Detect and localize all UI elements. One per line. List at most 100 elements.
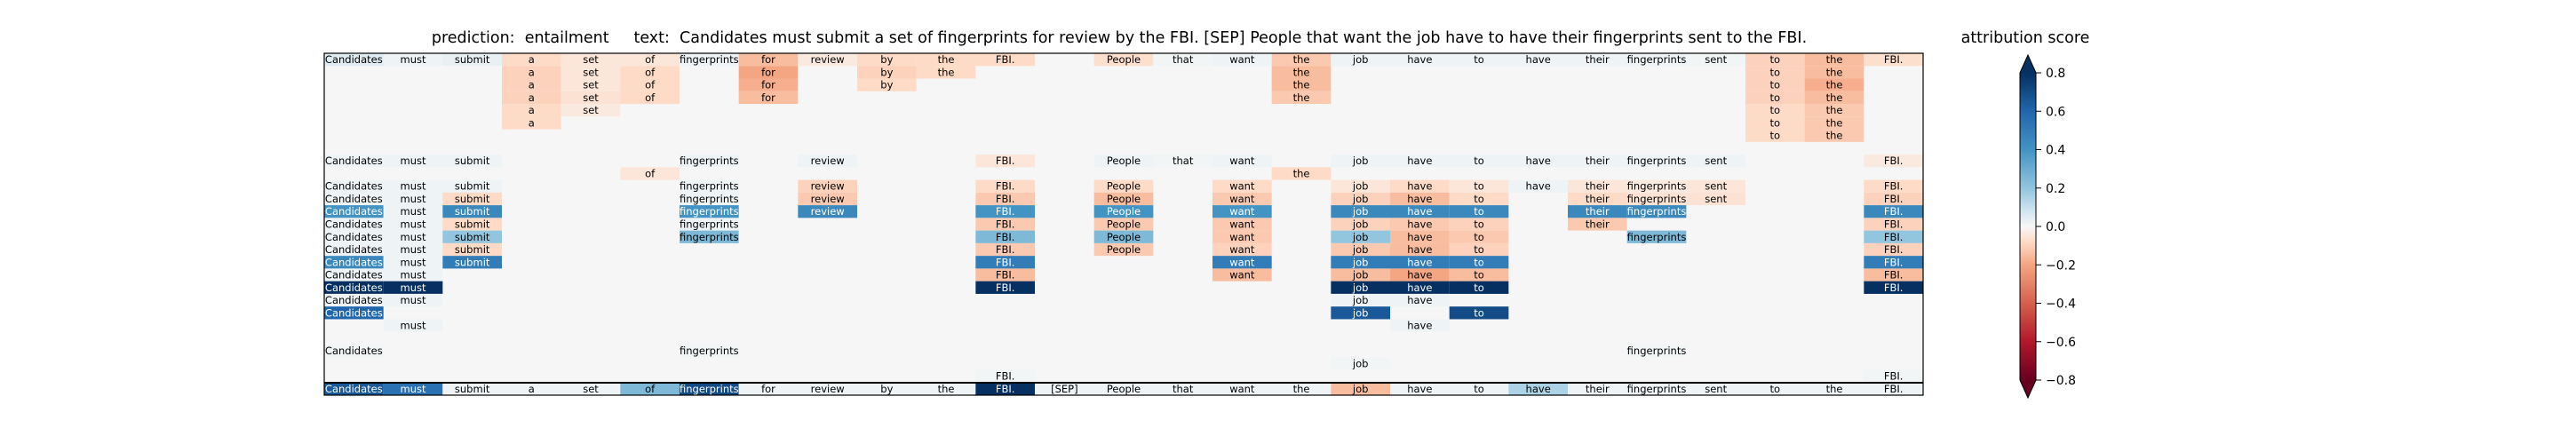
token-label: their bbox=[1586, 193, 1610, 205]
heatmap-cell bbox=[620, 66, 680, 79]
heatmap-cell bbox=[620, 53, 680, 67]
heatmap-cell bbox=[1212, 230, 1272, 243]
token-label: by bbox=[880, 53, 893, 66]
heatmap-cell bbox=[1864, 155, 1923, 168]
heatmap-cell bbox=[324, 192, 384, 206]
heatmap-cell bbox=[1804, 78, 1864, 91]
token-label: submit bbox=[455, 205, 490, 218]
token-label: the bbox=[1826, 91, 1843, 104]
token-label: FBI. bbox=[1884, 180, 1904, 193]
token-label: fingerprints bbox=[680, 218, 739, 231]
heatmap-cell bbox=[1093, 155, 1154, 168]
heatmap-cell bbox=[738, 53, 799, 67]
heatmap-cell bbox=[798, 382, 857, 395]
heatmap-cell bbox=[1331, 192, 1390, 206]
token-label: must bbox=[401, 205, 426, 218]
token-label: fingerprints bbox=[1627, 231, 1687, 243]
heatmap-cell bbox=[324, 230, 384, 243]
heatmap-cell bbox=[1626, 155, 1687, 168]
heatmap-cell bbox=[1568, 218, 1627, 231]
heatmap-cell bbox=[1864, 256, 1923, 269]
token-label: sent bbox=[1705, 155, 1727, 167]
heatmap-cell bbox=[916, 66, 976, 79]
heatmap-cell bbox=[1153, 155, 1212, 168]
heatmap-cell bbox=[1864, 205, 1923, 218]
heatmap-cell bbox=[1271, 53, 1332, 67]
token-label: FBI. bbox=[996, 383, 1015, 395]
token-label: to bbox=[1474, 193, 1484, 205]
heatmap-cell bbox=[975, 218, 1035, 231]
token-label: to bbox=[1474, 231, 1484, 243]
token-label: a bbox=[529, 383, 535, 395]
heatmap-cell bbox=[680, 382, 739, 395]
colorbar-ticks: 0.8 0.6 0.4 0.2 0.0 −0.2 −0.4 −0.6 −0.8 bbox=[2036, 67, 2076, 388]
colorbar: 0.8 0.6 0.4 0.2 0.0 −0.2 −0.4 −0.6 −0.8 bbox=[2019, 53, 2076, 400]
token-label: sent bbox=[1705, 53, 1727, 66]
token-label: to bbox=[1770, 66, 1781, 78]
heatmap-cell bbox=[1212, 268, 1272, 281]
token-label: want bbox=[1229, 256, 1255, 268]
token-label: FBI. bbox=[1884, 281, 1904, 294]
heatmap-cell bbox=[1390, 281, 1450, 294]
token-label: Candidates bbox=[325, 193, 383, 205]
token-label: to bbox=[1770, 79, 1781, 91]
heatmap-cell bbox=[1390, 205, 1450, 218]
token-label: their bbox=[1586, 180, 1610, 193]
heatmap-cell bbox=[1745, 116, 1805, 130]
colorbar-top-extension bbox=[2020, 55, 2036, 73]
token-label: the bbox=[938, 383, 955, 395]
heatmap-cell bbox=[502, 116, 561, 130]
heatmap-cell bbox=[1212, 382, 1272, 395]
token-label: have bbox=[1407, 320, 1432, 332]
colorbar-tick-label: 0.2 bbox=[2046, 182, 2065, 196]
heatmap-cell bbox=[1626, 344, 1687, 358]
heatmap-cell bbox=[383, 268, 443, 281]
heatmap-cell bbox=[324, 155, 384, 168]
token-label: Candidates bbox=[325, 383, 383, 395]
token-label: FBI. bbox=[996, 53, 1015, 66]
heatmap-cell bbox=[1093, 242, 1154, 257]
token-label: FBI. bbox=[996, 256, 1015, 268]
token-label: Candidates bbox=[325, 306, 383, 319]
token-label: to bbox=[1474, 180, 1484, 193]
token-label: have bbox=[1526, 180, 1551, 193]
heatmap-cell bbox=[1864, 382, 1923, 395]
token-label: to bbox=[1474, 218, 1484, 231]
heatmap-cell bbox=[1271, 167, 1332, 180]
heatmap-cell bbox=[1390, 256, 1450, 269]
heatmap-cell bbox=[324, 256, 384, 269]
token-label: People bbox=[1107, 53, 1141, 66]
heatmap-cell bbox=[680, 192, 739, 206]
heatmap-cell bbox=[1212, 179, 1272, 193]
heatmap-cell bbox=[1449, 230, 1509, 243]
token-label: sent bbox=[1705, 383, 1727, 395]
heatmap-cell bbox=[1864, 369, 1923, 383]
heatmap-cell bbox=[1568, 53, 1627, 67]
title-prediction: entailment bbox=[524, 29, 609, 47]
token-label: FBI. bbox=[996, 281, 1015, 294]
token-label: FBI. bbox=[996, 205, 1015, 218]
token-label: FBI. bbox=[1884, 243, 1904, 256]
heatmap-cell bbox=[561, 66, 621, 79]
heatmap-cell bbox=[1390, 53, 1450, 67]
heatmap-cell bbox=[1093, 53, 1154, 67]
heatmap-cell bbox=[1271, 382, 1332, 395]
token-label: job bbox=[1352, 218, 1369, 231]
token-label: to bbox=[1474, 306, 1484, 319]
token-label: job bbox=[1352, 243, 1369, 256]
token-label: FBI. bbox=[1884, 193, 1904, 205]
token-label: job bbox=[1352, 269, 1369, 281]
token-label: People bbox=[1107, 155, 1141, 167]
heatmap-cell bbox=[324, 306, 384, 320]
token-label: fingerprints bbox=[1627, 205, 1687, 218]
heatmap-cell bbox=[383, 242, 443, 257]
heatmap-cell bbox=[1804, 53, 1864, 67]
heatmap-cell bbox=[1093, 218, 1154, 231]
heatmap-cell bbox=[1093, 192, 1154, 206]
token-label: FBI. bbox=[1884, 218, 1904, 231]
heatmap-cell bbox=[1331, 382, 1390, 395]
heatmap-cell bbox=[1449, 53, 1509, 67]
heatmap-cell bbox=[1626, 205, 1687, 218]
token-label: job bbox=[1352, 231, 1369, 243]
token-label: job bbox=[1352, 294, 1369, 306]
